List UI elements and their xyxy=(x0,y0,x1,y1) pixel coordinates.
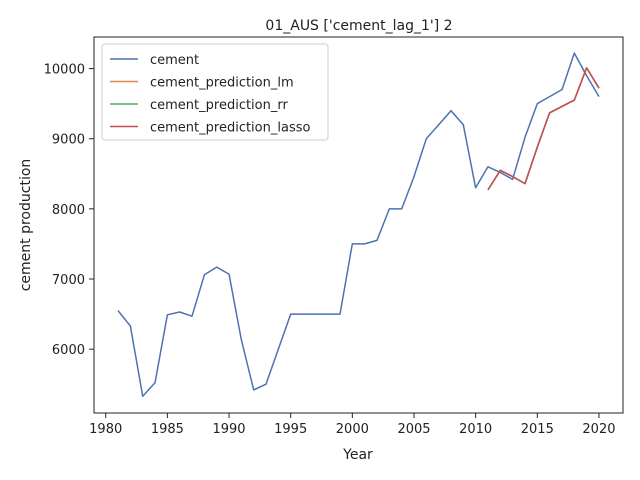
y-tick-label: 6000 xyxy=(52,343,85,358)
x-tick-label: 2010 xyxy=(459,422,492,437)
y-axis: 6000 7000 8000 9000 10000 xyxy=(44,63,94,358)
y-tick-label: 9000 xyxy=(52,133,85,148)
x-tick-label: 2015 xyxy=(521,422,554,437)
legend: cement cement_prediction_lm cement_predict… xyxy=(101,43,329,141)
legend-label: cement_prediction_lasso xyxy=(150,121,310,136)
legend-box xyxy=(101,43,329,141)
plot-area: 1980 1985 1990 1995 2000 2005 2010 2015 2020 600… xyxy=(44,36,624,437)
x-tick-label: 1990 xyxy=(212,422,245,437)
x-axis-label: Year xyxy=(342,447,373,463)
x-axis: 1980 1985 1990 1995 2000 2005 2010 2015 2020 xyxy=(89,413,616,437)
x-tick-label: 1985 xyxy=(151,422,184,437)
y-tick-label: 7000 xyxy=(52,273,85,288)
series-line-cement-prediction-lasso xyxy=(487,67,600,191)
x-tick-label: 1995 xyxy=(274,422,307,437)
legend-label: cement_prediction_rr xyxy=(150,98,288,113)
y-axis-label: cement production xyxy=(18,159,34,292)
y-tick-label: 10000 xyxy=(44,63,85,78)
series-line-cement xyxy=(117,52,600,397)
series-lines xyxy=(117,52,600,397)
x-tick-label: 2000 xyxy=(336,422,369,437)
x-tick-label: 2005 xyxy=(397,422,430,437)
x-tick-label: 1980 xyxy=(89,422,122,437)
legend-label: cement_prediction_lm xyxy=(150,76,294,91)
x-tick-label: 2020 xyxy=(582,422,615,437)
chart-title: 01_AUS ['cement_lag_1'] 2 xyxy=(265,18,452,34)
y-tick-label: 8000 xyxy=(52,203,85,218)
plot-frame xyxy=(93,36,624,414)
legend-label: cement xyxy=(150,53,199,68)
